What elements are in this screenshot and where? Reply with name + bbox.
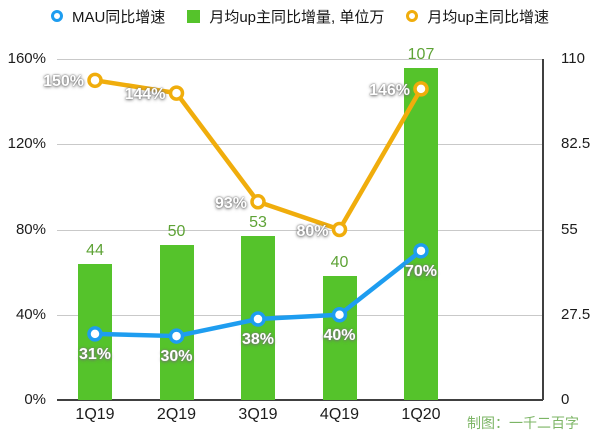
bar-2Q19 bbox=[159, 245, 194, 400]
y-axis-right-tick-label: 27.5 bbox=[561, 305, 591, 323]
chart-legend: MAU同比增速 月均up主同比增量, 单位万 月均up主同比增速 bbox=[0, 5, 600, 27]
grid-line bbox=[57, 229, 543, 231]
data-point-marker bbox=[168, 328, 185, 344]
bar-value-label: 44 bbox=[86, 241, 104, 259]
y-axis-left-tick-label: 80% bbox=[15, 220, 46, 238]
line-point-label: 70% bbox=[404, 262, 438, 280]
grid-line bbox=[57, 59, 543, 60]
line-point-label: 40% bbox=[323, 326, 356, 344]
y-axis-right-tick-label: 82.5 bbox=[561, 135, 591, 153]
legend-item-up-creators-growth: 月均up主同比增速 bbox=[406, 6, 549, 27]
legend-marker-blue-ring-icon bbox=[50, 10, 63, 22]
data-point-marker bbox=[250, 194, 266, 210]
line-point-label: 80% bbox=[296, 222, 329, 240]
data-point-marker bbox=[331, 307, 348, 323]
bar-value-label: 40 bbox=[330, 254, 349, 271]
x-axis-tick-label: 3Q19 bbox=[238, 406, 278, 423]
data-point-marker bbox=[168, 85, 185, 101]
right-axis-line bbox=[542, 59, 544, 400]
bar-value-label: 50 bbox=[167, 223, 186, 240]
data-point-marker bbox=[413, 243, 429, 259]
line-point-label: 31% bbox=[78, 345, 112, 363]
grid-line bbox=[57, 144, 543, 146]
y-axis-left-tick-label: 120% bbox=[7, 135, 46, 153]
line-point-label: 150% bbox=[43, 73, 84, 91]
line-point-label: 93% bbox=[214, 194, 247, 212]
line-point-label: 38% bbox=[241, 331, 275, 348]
chart-credit: 制图：一千二百字 bbox=[467, 415, 579, 431]
legend-item-mau-growth: MAU同比增速 bbox=[50, 6, 166, 27]
data-point-marker bbox=[250, 311, 266, 327]
legend-label: 月均up主同比增量, 单位万 bbox=[209, 8, 385, 26]
x-axis-tick-label: 2Q19 bbox=[156, 406, 197, 423]
y-axis-right-tick-label: 55 bbox=[561, 220, 578, 238]
legend-item-up-creators-increase: 月均up主同比增量, 单位万 bbox=[187, 6, 384, 27]
line-series-overlay bbox=[87, 72, 429, 344]
bar-value-label: 53 bbox=[249, 213, 267, 231]
line-point-label: 144% bbox=[124, 86, 166, 104]
y-axis-right-tick-label: 110 bbox=[561, 50, 585, 67]
x-axis-tick-label: 1Q19 bbox=[75, 406, 115, 423]
y-axis-left-tick-label: 40% bbox=[15, 305, 46, 323]
line-point-label: 146% bbox=[369, 81, 410, 99]
y-axis-left-tick-label: 0% bbox=[24, 391, 46, 408]
data-point-marker bbox=[87, 72, 103, 89]
legend-marker-green-square-icon bbox=[187, 9, 201, 23]
y-axis-right-tick-label: 0 bbox=[561, 391, 570, 408]
data-point-marker bbox=[331, 221, 348, 238]
y-axis-left-tick-label: 160% bbox=[7, 50, 46, 67]
data-point-marker bbox=[413, 81, 429, 97]
data-point-marker bbox=[87, 326, 103, 342]
line-point-label: 30% bbox=[160, 348, 193, 366]
legend-marker-yellow-ring-icon bbox=[406, 10, 419, 22]
x-axis-tick-label: 1Q20 bbox=[401, 406, 441, 423]
bar-4Q19 bbox=[322, 276, 357, 400]
x-axis-line bbox=[57, 399, 543, 401]
legend-label: 月均up主同比增速 bbox=[427, 8, 550, 26]
bar-1Q20 bbox=[404, 68, 438, 400]
legend-label: MAU同比增速 bbox=[71, 8, 166, 26]
bar-value-label: 107 bbox=[407, 46, 435, 64]
x-axis-tick-label: 4Q19 bbox=[319, 406, 360, 423]
